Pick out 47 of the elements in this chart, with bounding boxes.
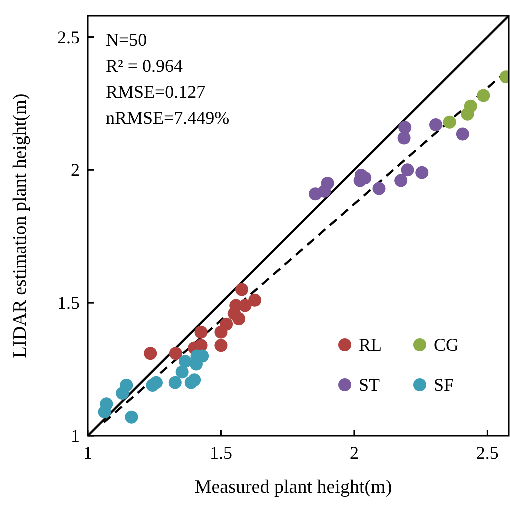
y-axis-title: LIDAR estimation plant height(m) xyxy=(10,94,31,358)
y-tick-label: 2.5 xyxy=(58,27,80,48)
point xyxy=(125,410,138,424)
point xyxy=(456,128,470,141)
y-tick-label: 1 xyxy=(71,426,80,446)
point xyxy=(464,100,478,113)
x-tick-label: 2.5 xyxy=(476,443,499,463)
point xyxy=(429,118,442,132)
point xyxy=(168,376,182,390)
annotation: R² = 0.964 xyxy=(106,56,184,76)
legend-label: SF xyxy=(434,375,454,395)
legend-label: ST xyxy=(359,375,380,395)
point xyxy=(398,132,411,145)
point xyxy=(232,312,246,326)
point xyxy=(100,398,114,411)
point xyxy=(321,176,334,190)
point xyxy=(477,89,490,102)
x-axis-title: Measured plant height(m) xyxy=(194,477,392,498)
point xyxy=(220,318,234,331)
point xyxy=(401,164,414,177)
point xyxy=(394,174,408,188)
point xyxy=(176,366,189,379)
point xyxy=(236,283,249,296)
point xyxy=(144,347,158,360)
point xyxy=(443,116,456,129)
annotation: N=50 xyxy=(106,30,148,50)
annotation: RMSE=0.127 xyxy=(106,82,206,102)
y-tick-label: 2 xyxy=(71,160,80,180)
legend-label: CG xyxy=(434,335,460,355)
point xyxy=(188,374,202,387)
x-tick-label: 1.5 xyxy=(210,443,232,463)
x-tick-label: 1 xyxy=(84,443,92,463)
point xyxy=(169,347,182,360)
annotation: nRMSE=7.449% xyxy=(106,108,230,128)
y-tick-label: 1.5 xyxy=(58,293,80,314)
point xyxy=(248,294,262,307)
point xyxy=(179,355,192,368)
legend-label: RL xyxy=(359,335,382,355)
point xyxy=(372,182,386,196)
point xyxy=(194,326,208,339)
point xyxy=(120,378,134,392)
point xyxy=(214,339,228,352)
point xyxy=(150,376,163,390)
point xyxy=(238,299,252,312)
point xyxy=(398,121,412,134)
point xyxy=(416,166,429,180)
x-tick-label: 2 xyxy=(350,443,359,463)
